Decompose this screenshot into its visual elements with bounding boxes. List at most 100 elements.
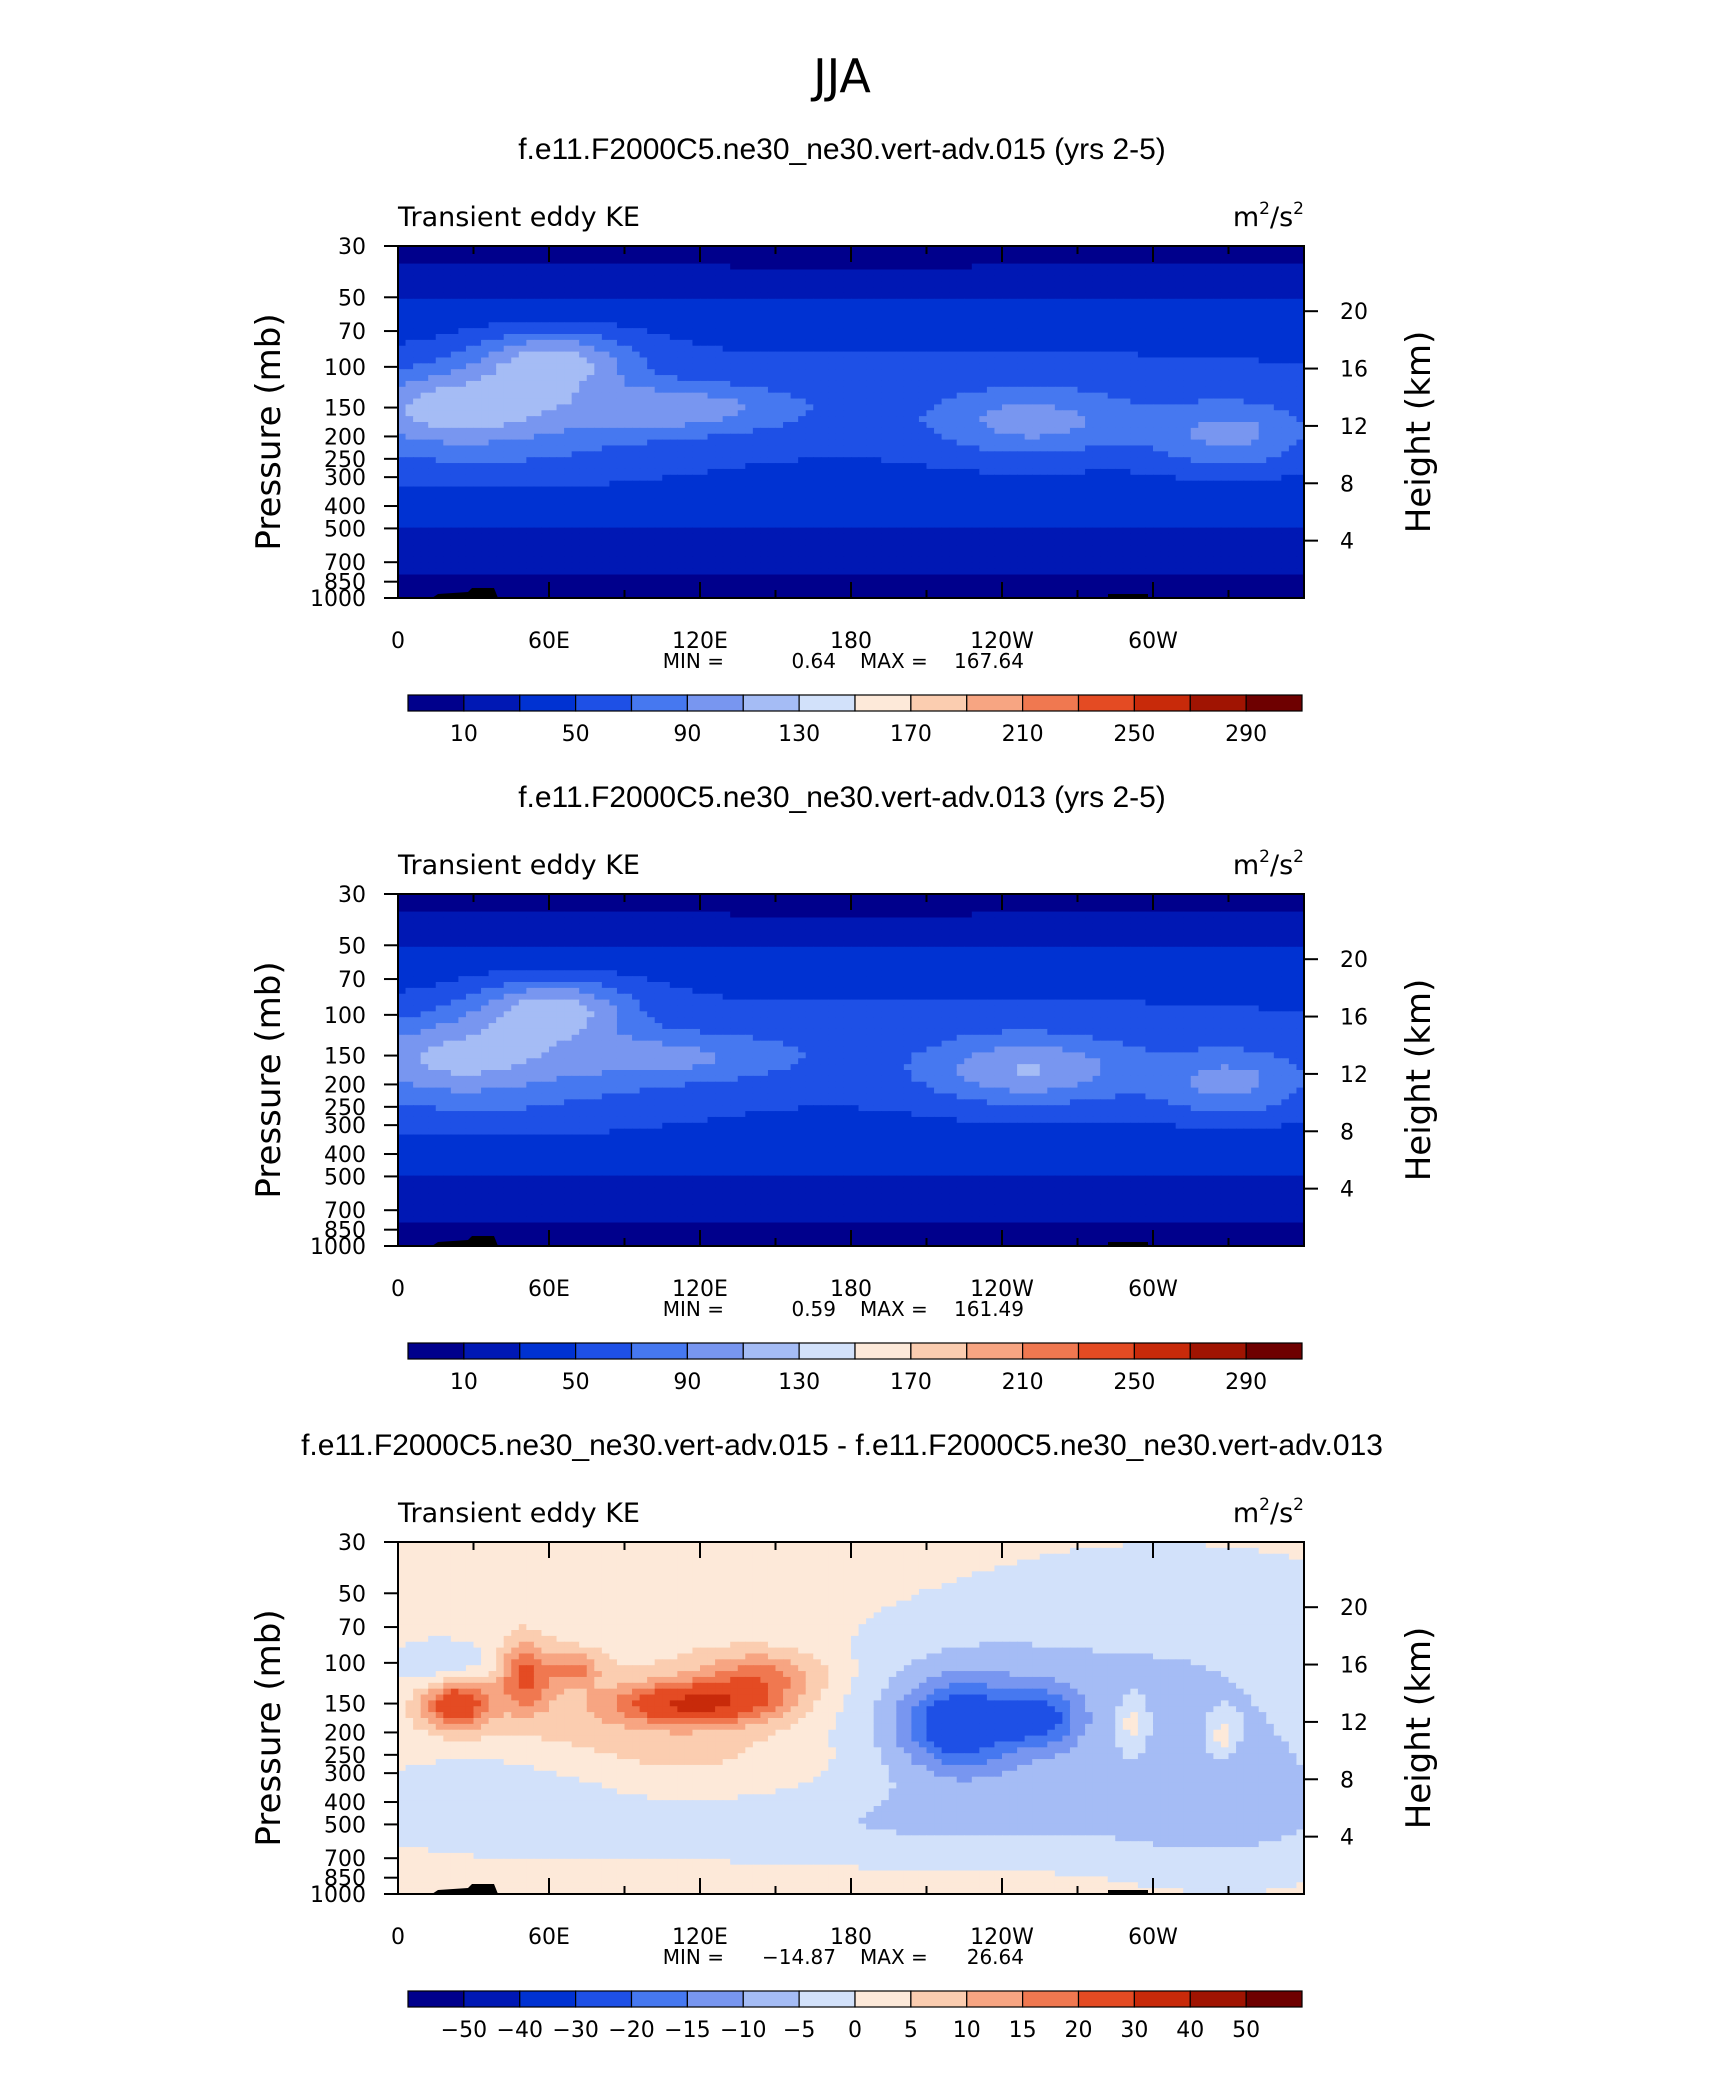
field-cell — [616, 410, 626, 417]
field-cell — [1281, 310, 1290, 317]
field-cell — [790, 480, 799, 488]
field-cell — [1168, 433, 1177, 441]
field-cell — [443, 246, 452, 253]
field-cell — [1288, 416, 1298, 423]
field-cell — [1175, 298, 1184, 306]
field-cell — [715, 427, 724, 435]
field-cell — [428, 334, 437, 341]
field-cell — [866, 322, 875, 329]
field-cell — [503, 287, 512, 294]
field-cell — [662, 269, 671, 276]
field-cell — [1168, 345, 1177, 353]
field-cell — [488, 351, 497, 359]
field-cell — [1107, 457, 1116, 464]
field-cell — [1288, 281, 1298, 288]
field-cell — [775, 427, 784, 435]
field-cell — [783, 451, 792, 458]
field-cell — [783, 310, 792, 317]
field-cell — [926, 322, 935, 329]
field-cell — [700, 369, 709, 376]
field-cell — [1137, 386, 1147, 394]
field-cell — [1220, 439, 1230, 447]
field-cell — [465, 351, 475, 359]
field-cell — [805, 246, 814, 253]
field-cell — [911, 281, 920, 288]
field-cell — [1266, 322, 1275, 329]
field-cell — [571, 445, 580, 452]
field-cell — [1258, 369, 1267, 376]
field-cell — [715, 480, 724, 488]
field-cell — [1017, 316, 1026, 323]
field-cell — [1168, 357, 1177, 364]
field-cell — [843, 369, 852, 376]
field-cell — [1017, 386, 1026, 394]
field-cell — [1190, 457, 1199, 464]
field-cell — [465, 457, 475, 464]
field-cell — [579, 427, 588, 435]
field-cell — [624, 416, 633, 423]
field-cell — [654, 292, 663, 300]
field-cell — [858, 334, 867, 341]
field-cell — [1251, 392, 1260, 400]
field-cell — [986, 480, 996, 488]
field-cell — [511, 339, 520, 347]
field-cell — [1002, 339, 1011, 347]
field-cell — [1122, 422, 1131, 429]
field-cell — [1228, 375, 1237, 382]
field-cell — [1024, 386, 1033, 394]
field-cell — [473, 316, 482, 323]
field-cell — [624, 304, 633, 312]
field-cell — [624, 480, 633, 488]
field-cell — [503, 422, 512, 429]
field-cell — [881, 422, 890, 429]
field-cell — [730, 363, 739, 370]
field-cell — [979, 281, 988, 288]
field-cell — [1251, 304, 1260, 312]
field-cell — [843, 427, 852, 435]
field-cell — [918, 339, 928, 347]
field-cell — [1228, 292, 1237, 300]
field-cell — [767, 468, 777, 476]
field-cell — [1243, 269, 1252, 276]
field-cell — [835, 310, 845, 317]
field-cell — [835, 433, 845, 441]
field-cell — [405, 251, 414, 259]
field-cell — [737, 339, 746, 347]
field-cell — [903, 369, 912, 376]
field-cell — [1100, 480, 1109, 488]
field-cell — [594, 251, 603, 259]
field-cell — [896, 310, 905, 317]
field-cell — [1220, 480, 1230, 488]
field-cell — [1002, 427, 1011, 435]
field-cell — [518, 468, 527, 476]
field-cell — [994, 416, 1003, 423]
field-cell — [1288, 422, 1298, 429]
field-cell — [511, 298, 520, 306]
field-cell — [813, 468, 822, 476]
field-cell — [873, 363, 882, 370]
field-cell — [918, 292, 928, 300]
field-cell — [707, 357, 716, 364]
field-cell — [1258, 316, 1267, 323]
field-cell — [949, 298, 958, 306]
field-cell — [571, 398, 580, 405]
field-cell — [1228, 386, 1237, 394]
field-cell — [458, 322, 467, 329]
field-cell — [481, 275, 490, 282]
field-cell — [805, 316, 814, 323]
field-cell — [783, 304, 792, 312]
field-cell — [465, 334, 475, 341]
field-cell — [594, 328, 603, 335]
field-cell — [541, 480, 550, 488]
field-cell — [518, 427, 527, 435]
field-cell — [805, 363, 814, 370]
field-cell — [1153, 433, 1162, 441]
field-cell — [624, 263, 633, 271]
field-cell — [1024, 357, 1033, 364]
field-cell — [647, 339, 656, 347]
field-cell — [1168, 375, 1177, 382]
field-cell — [745, 457, 754, 464]
field-cell — [435, 386, 444, 394]
field-cell — [745, 345, 754, 353]
field-cell — [549, 468, 558, 476]
